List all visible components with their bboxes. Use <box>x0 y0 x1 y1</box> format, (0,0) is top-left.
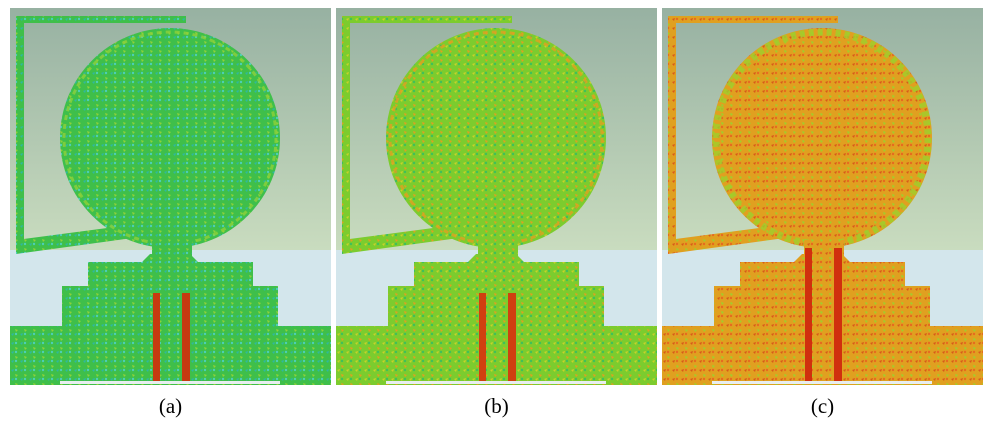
neck <box>478 240 518 260</box>
strip <box>805 248 812 381</box>
frame-left <box>668 16 676 252</box>
panel-caption: (c) <box>811 394 834 418</box>
patch <box>386 28 606 248</box>
frame-top <box>342 16 512 23</box>
frame-top <box>668 16 838 23</box>
divider <box>659 8 661 385</box>
frame-top <box>16 16 186 23</box>
frame-left <box>342 16 350 252</box>
strip <box>508 293 516 381</box>
panel-caption: (b) <box>484 394 509 418</box>
strip <box>153 293 160 381</box>
page: {"figure": {"panels": [{"label": "(a)"},… <box>0 0 985 425</box>
panel <box>10 8 331 385</box>
bottom-edge <box>60 381 280 384</box>
panel-caption: (a) <box>159 394 182 418</box>
bottom-edge <box>386 381 606 384</box>
frame-left <box>16 16 24 252</box>
strip <box>834 248 842 381</box>
patch <box>60 28 280 248</box>
divider <box>333 8 335 385</box>
bottom-edge <box>712 381 932 384</box>
figure: (a) (b) (c) <box>0 0 985 425</box>
strip <box>182 293 190 381</box>
neck <box>152 240 192 260</box>
panel <box>336 8 657 385</box>
strip <box>479 293 486 381</box>
panel <box>662 8 983 385</box>
